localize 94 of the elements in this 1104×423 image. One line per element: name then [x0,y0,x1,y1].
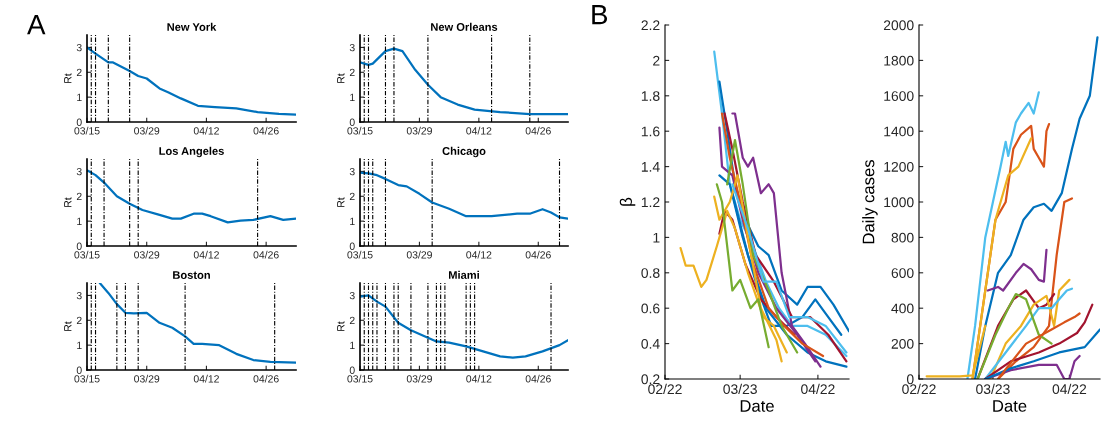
x-tick-label: 03/15 [347,250,373,259]
y-tick-label: 2 [76,192,82,201]
x-tick-label: 04/26 [253,126,279,135]
x-tick-label: 04/26 [253,374,279,383]
y-tick-label: 1 [77,341,82,349]
y-tick-label: 400 [891,303,914,314]
y-tick-label: 0 [76,242,82,250]
y-tick-label: 1.6 [641,126,660,137]
y-tick-label: 3 [349,167,355,176]
y-tick-label: 3 [349,291,355,300]
y-tick-label: 1200 [884,161,914,172]
y-tick-label: 2000 [883,20,914,31]
x-tick-label: 04/12 [193,126,219,135]
x-tick-label: 03/15 [347,374,373,383]
y-tick-label: 2 [653,55,660,66]
x-tick-label: 03/29 [406,126,432,135]
y-axis-title: Rt [337,197,345,207]
x-tick-label: 03/29 [134,374,160,383]
y-tick-label: 1 [350,93,355,101]
x-tick-label: 03/29 [406,374,432,383]
x-tick-label: 03/15 [74,126,100,135]
x-tick-label: 03/15 [74,374,100,383]
y-tick-label: 3 [76,291,82,300]
y-tick-label: 1400 [884,126,914,137]
x-tick-label: 03/29 [134,126,160,135]
y-axis-title: Rt [64,321,72,331]
y-axis-title: β [619,197,636,206]
y-tick-label: 0.2 [641,374,660,385]
y-tick-label: 2 [349,68,355,77]
y-tick-label: 1.4 [641,162,660,172]
chart-title: Chicago [442,146,486,158]
y-tick-label: 1000 [884,197,914,208]
x-tick-label: 03/15 [74,250,100,259]
x-tick-label: 02/22 [648,383,682,395]
x-tick-label: 04/26 [253,250,279,259]
chart-title: Boston [173,271,210,279]
x-tick-label: 03/23 [976,383,1010,395]
x-tick-label: 04/12 [466,374,492,383]
y-tick-label: 0.4 [641,338,660,349]
y-tick-label: 1.2 [641,197,660,208]
y-axis-title: Rt [64,73,72,83]
chart-title: Los Angeles [159,146,224,158]
y-tick-label: 1 [653,232,660,243]
y-tick-label: 2 [349,316,355,325]
x-tick-label: 04/22 [801,383,835,395]
y-tick-label: 0.8 [641,268,660,278]
y-tick-label: 0 [76,366,82,374]
x-tick-label: 04/12 [466,250,492,259]
y-tick-label: 1 [350,341,355,349]
y-axis-title: Rt [64,197,72,207]
y-tick-label: 3 [76,43,82,52]
x-tick-label: 03/23 [723,383,757,395]
x-tick-label: 04/26 [525,250,551,259]
y-tick-label: 1800 [884,55,914,66]
y-tick-label: 3 [76,167,82,176]
text: B [592,5,608,25]
y-tick-label: 0.6 [641,303,660,314]
x-tick-label: 04/26 [525,374,551,383]
x-tick-label: 02/22 [902,383,936,395]
y-tick-label: 200 [891,338,914,349]
text: A [27,15,46,35]
x-tick-label: 03/15 [347,126,373,135]
y-tick-label: 1 [77,217,82,225]
x-tick-label: 04/26 [525,126,551,135]
x-tick-label: 04/12 [193,250,219,259]
y-tick-label: 0 [349,242,355,250]
x-axis-title: Date [740,400,774,412]
x-tick-label: 04/12 [193,374,219,383]
y-tick-label: 0 [349,366,355,374]
y-tick-label: 3 [349,43,355,52]
chart-title: New York [167,22,217,31]
x-axis-title: Date [993,400,1027,412]
x-tick-label: 03/29 [406,250,432,259]
y-tick-label: 2 [349,192,355,201]
y-axis-title: Daily cases [862,159,878,244]
x-tick-label: 03/29 [134,250,160,259]
y-axis-title: Rt [337,321,345,331]
y-tick-label: 2.2 [641,20,660,31]
chart-title: New Orleans [431,22,498,31]
y-tick-label: 800 [891,232,914,243]
y-tick-label: 1.8 [641,91,660,101]
y-axis-title: Rt [337,73,345,83]
y-tick-label: 2 [76,68,82,77]
y-tick-label: 0 [349,118,355,126]
chart-title: Miami [449,270,479,279]
y-tick-label: 2 [76,316,82,325]
x-tick-label: 04/12 [466,126,492,135]
y-tick-label: 1 [77,93,82,101]
y-tick-label: 0 [906,374,914,385]
y-tick-label: 600 [891,268,914,278]
y-tick-label: 0 [76,118,82,126]
y-tick-label: 1600 [884,91,914,101]
y-tick-label: 1 [350,217,355,225]
x-tick-label: 04/22 [1052,383,1087,395]
